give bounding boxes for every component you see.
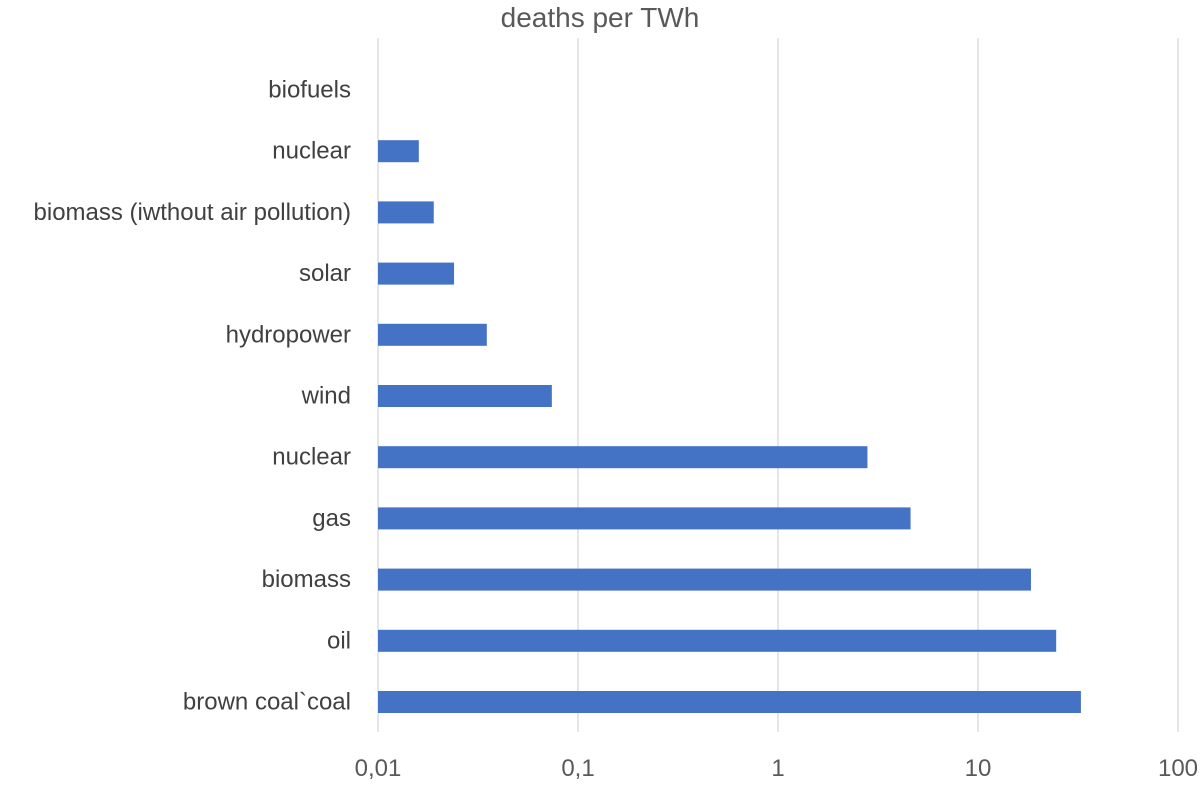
x-tick-label: 0,1 xyxy=(561,755,594,782)
category-label: nuclear xyxy=(272,444,351,471)
bar xyxy=(378,323,487,346)
x-tick-label: 1 xyxy=(771,755,784,782)
category-label: biomass (iwthout air pollution) xyxy=(34,199,351,226)
category-label: oil xyxy=(327,627,351,654)
bar xyxy=(378,201,434,224)
bar xyxy=(378,140,419,163)
category-label: wind xyxy=(301,383,351,410)
x-tick-label: 100 xyxy=(1158,755,1198,782)
category-label: hydropower xyxy=(226,321,351,348)
category-label: biomass xyxy=(262,566,351,593)
x-tick-label: 0,01 xyxy=(355,755,402,782)
category-label: brown coal`coal xyxy=(183,689,351,716)
bar xyxy=(378,385,552,407)
bar xyxy=(378,691,1081,713)
chart-title: deaths per TWh xyxy=(500,2,700,33)
bar xyxy=(378,446,868,469)
bar xyxy=(378,507,911,530)
category-label: biofuels xyxy=(268,77,351,104)
bar xyxy=(378,568,1031,591)
category-label: solar xyxy=(299,260,351,287)
category-label: gas xyxy=(312,505,351,532)
bar xyxy=(378,262,455,285)
category-label: nuclear xyxy=(272,138,351,165)
bar xyxy=(378,629,1057,652)
x-tick-label: 10 xyxy=(965,755,992,782)
